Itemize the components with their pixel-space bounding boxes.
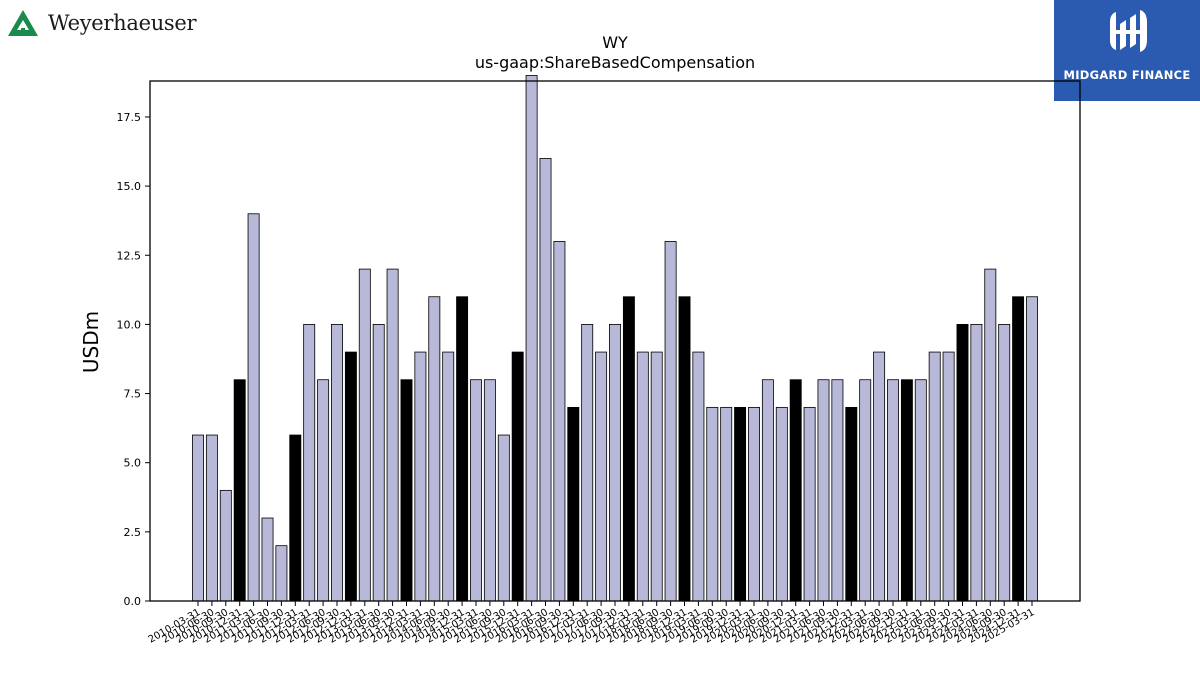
bar-2024-03-31 (970, 323, 983, 602)
bar-2024-09-30 (998, 323, 1011, 602)
y-axis: 0.0 2.5 5.0 7.5 10.0 12.5 15.0 17.5 (117, 111, 150, 608)
bar-2015-06-30 (483, 379, 496, 602)
y-tick-label: 7.5 (124, 388, 142, 401)
y-tick-label: 2.5 (124, 526, 142, 539)
bar-2020-12-31 (789, 379, 802, 602)
midgard-finance-logo: MIDGARD FINANCE (1054, 0, 1200, 101)
bar-2014-09-30 (442, 351, 455, 602)
bar-2019-03-31 (692, 351, 705, 602)
bar-2018-09-30 (664, 241, 677, 602)
bar-2012-12-31 (344, 351, 357, 602)
bar-2015-09-30 (497, 434, 510, 602)
bar-2025-03-31 (1026, 296, 1038, 602)
weyerhaeuser-logo-text: Weyerhaeuser (48, 11, 197, 35)
bar-2017-06-30 (595, 351, 608, 602)
bar-2010-06-30 (205, 434, 218, 602)
bar-2023-03-31 (914, 379, 927, 602)
y-axis-label: USDm (79, 311, 103, 373)
bar-2013-09-30 (386, 268, 399, 602)
chart-title: WY (602, 33, 628, 52)
bar-2023-12-31 (956, 323, 969, 602)
bar-2021-06-30 (817, 379, 830, 602)
bar-2011-06-30 (261, 517, 274, 602)
bar-2019-06-30 (706, 406, 719, 602)
weyerhaeuser-tree-logo-icon (8, 10, 38, 36)
bar-2014-06-30 (428, 296, 441, 602)
bar-2022-03-31 (859, 379, 872, 602)
bar-2018-12-31 (678, 296, 691, 602)
bar-2020-03-31 (748, 406, 760, 602)
bar-2011-09-30 (275, 545, 288, 602)
bar-2013-12-31 (400, 379, 413, 602)
bar-2018-03-31 (636, 351, 649, 602)
plot-frame (149, 80, 1081, 602)
bar-2012-09-30 (331, 323, 343, 602)
bar-2022-12-31 (900, 379, 913, 602)
y-tick-label: 12.5 (117, 249, 142, 262)
bar-2019-09-30 (720, 406, 733, 602)
bar-2022-06-30 (873, 351, 886, 602)
bar-2015-12-31 (511, 351, 524, 602)
chart-subtitle: us-gaap:ShareBasedCompensation (475, 53, 755, 72)
bar-2013-06-30 (372, 323, 385, 602)
x-axis: 2010-03-312010-06-302010-09-302010-12-31… (147, 601, 1037, 646)
bar-2020-06-30 (761, 379, 774, 602)
bar-2016-06-30 (539, 158, 552, 602)
midgard-finance-logo-icon (1110, 10, 1147, 52)
weyerhaeuser-logo: Weyerhaeuser (6, 6, 197, 40)
bar-2024-12-31 (1012, 296, 1025, 602)
bar-2010-03-31 (192, 434, 204, 602)
bar-2017-12-31 (622, 296, 635, 602)
bar-2016-03-31 (525, 75, 538, 602)
bar-2023-06-30 (928, 351, 941, 602)
midgard-finance-logo-text: MIDGARD FINANCE (1063, 68, 1191, 82)
y-tick-label: 5.0 (124, 457, 142, 470)
bar-2014-12-31 (456, 296, 469, 602)
bar-2021-12-31 (845, 406, 858, 602)
bar-2014-03-31 (414, 351, 427, 602)
bar-2019-12-31 (734, 406, 747, 602)
bar-2016-12-31 (567, 406, 580, 602)
bar-2015-03-31 (470, 379, 482, 602)
bar-2022-09-30 (887, 379, 899, 602)
bar-2024-06-30 (984, 268, 997, 602)
bar-2011-03-31 (247, 213, 260, 602)
y-tick-label: 15.0 (117, 180, 142, 193)
bar-2020-09-30 (775, 406, 788, 602)
bar-2010-09-30 (219, 489, 232, 602)
y-tick-label: 17.5 (117, 111, 142, 124)
bar-2018-06-30 (650, 351, 663, 602)
y-tick-label: 0.0 (124, 595, 142, 608)
bar-2021-03-31 (803, 406, 816, 602)
bar-2017-09-30 (609, 323, 621, 602)
bar-2013-03-31 (358, 268, 371, 602)
y-tick-label: 10.0 (117, 318, 142, 331)
bar-2021-09-30 (831, 379, 844, 602)
bar-2012-03-31 (303, 323, 316, 602)
bar-2011-12-31 (289, 434, 302, 602)
bar-2023-09-30 (942, 351, 955, 602)
bars-group (192, 75, 1038, 602)
bar-2010-12-31 (233, 379, 246, 602)
bar-2017-03-31 (581, 323, 594, 602)
bar-2012-06-30 (317, 379, 330, 602)
bar-2016-09-30 (553, 241, 566, 602)
